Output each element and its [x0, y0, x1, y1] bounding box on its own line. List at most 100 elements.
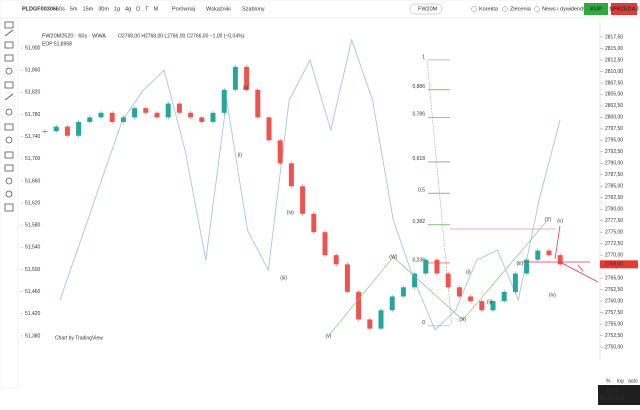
taskbar	[598, 385, 640, 405]
y2-tick-label: 51,380	[25, 333, 41, 339]
y2-tick-label: 51,580	[25, 223, 41, 229]
toggle-label[interactable]: News i dywidendy	[542, 6, 586, 12]
y2-tick-label: 51,700	[25, 156, 41, 162]
last-price: 2768,00	[605, 262, 623, 268]
toggle[interactable]	[534, 6, 540, 12]
compare-button[interactable]: Porównaj	[172, 6, 195, 12]
credit: Chart by TradingView	[55, 335, 103, 341]
sell-label[interactable]: SPRZEDAJ	[609, 6, 638, 12]
indicators-button[interactable]: Wskaźniki	[206, 6, 231, 12]
y-tick-label: 2775,00	[605, 230, 623, 236]
candle	[524, 259, 530, 274]
y-tick-label: 2782,50	[605, 195, 623, 201]
y-tick-label: 2787,50	[605, 172, 623, 178]
candle	[333, 255, 339, 265]
candle	[277, 140, 283, 164]
candle	[557, 255, 563, 265]
toggle[interactable]	[502, 6, 508, 12]
toggle[interactable]	[471, 6, 477, 12]
candle	[322, 232, 328, 256]
toggle-label[interactable]: Zlecenia	[510, 6, 532, 12]
scale-option[interactable]: log	[617, 378, 624, 384]
interval[interactable]: M	[154, 6, 159, 12]
buy-button[interactable]	[584, 3, 608, 15]
interval[interactable]: 4g	[125, 6, 131, 12]
interval[interactable]: 5m	[70, 6, 78, 12]
y2-tick-label: 51,860	[25, 68, 41, 74]
candle	[266, 117, 272, 141]
y-tick-label: 2780,00	[605, 207, 623, 213]
candle	[76, 121, 82, 136]
y-tick-label: 2807,50	[605, 80, 623, 86]
interval[interactable]: 1g	[114, 6, 120, 12]
clock-date: 26.03.2025	[599, 395, 624, 401]
wave-label: (iii)	[517, 261, 524, 267]
candle	[255, 89, 261, 118]
instrument-box[interactable]	[409, 3, 443, 15]
candle	[244, 66, 250, 90]
candle	[232, 66, 238, 90]
interval[interactable]: 15m	[83, 6, 94, 12]
left-toolbar	[0, 17, 19, 389]
wave-label: (iii)	[280, 275, 287, 281]
candle	[434, 259, 440, 274]
y-tick-label: 2805,00	[605, 92, 623, 98]
y2-tick-label: 51,660	[25, 178, 41, 184]
wave-label: (W)	[389, 254, 397, 260]
instrument[interactable]: FW20M	[418, 6, 438, 12]
wave-label: (Y)	[545, 217, 552, 223]
candle	[412, 273, 418, 288]
fib-label: 1	[422, 54, 425, 60]
candle	[389, 296, 395, 311]
symbol[interactable]: PLDGF00306I	[22, 6, 58, 12]
y-tick-label: 2770,00	[605, 252, 623, 258]
wave-label: (ii)	[243, 85, 249, 91]
y2-tick-label: 51,500	[25, 267, 41, 273]
templates-button[interactable]: Szablony	[242, 6, 265, 12]
y-tick-label: 2812,50	[605, 57, 623, 63]
sell-button[interactable]	[611, 3, 637, 15]
wave-label: (v)	[557, 218, 563, 224]
candle	[109, 112, 115, 122]
candle	[378, 310, 384, 329]
candle	[356, 291, 362, 320]
scale-option[interactable]: %	[606, 378, 611, 384]
candle	[87, 117, 93, 122]
y2-tick-label: 51,460	[25, 289, 41, 295]
legend-ohlc: O2768,00 H2768,00 L2766,00 C2766,00 −1,0…	[118, 33, 245, 39]
wave-label: (iv)	[549, 292, 556, 298]
candle	[367, 319, 373, 329]
y-tick-label: 2810,00	[605, 69, 623, 75]
fib-label: 0,786	[412, 112, 425, 118]
fib-label: 0,236	[412, 257, 425, 263]
interval[interactable]: D	[136, 6, 140, 12]
y2-tick-label: 51,740	[25, 134, 41, 140]
y-tick-label: 2750,00	[605, 344, 623, 350]
candle	[188, 112, 194, 118]
y2-tick-label: 51,900	[25, 45, 41, 51]
y-tick-label: 2795,00	[605, 138, 623, 144]
interval[interactable]: T	[145, 6, 149, 12]
scale-option[interactable]: auto	[628, 378, 638, 384]
candle	[154, 112, 160, 118]
candle	[479, 301, 485, 311]
legend-title: FW20M2520 · 60s · WWA	[42, 33, 106, 39]
toggle-label[interactable]: Korekta	[479, 6, 499, 12]
clock-time: 12:07	[606, 388, 619, 394]
top-toolbar	[0, 0, 640, 19]
candle	[210, 112, 216, 122]
interval[interactable]: 60s	[56, 6, 65, 12]
candle	[199, 117, 205, 122]
wave-label: (i)	[238, 152, 243, 158]
y2-tick-label: 51,620	[25, 200, 41, 206]
buy-label[interactable]: KUP	[590, 6, 602, 12]
candle	[221, 89, 227, 113]
drawing-tools[interactable]	[4, 21, 14, 212]
y-tick-label: 2800,00	[605, 115, 623, 121]
candle	[120, 117, 126, 122]
candle	[165, 103, 171, 118]
interval[interactable]: 30m	[98, 6, 109, 12]
legend-indicator: EOP 51,8958	[42, 41, 72, 47]
candle	[53, 126, 59, 132]
